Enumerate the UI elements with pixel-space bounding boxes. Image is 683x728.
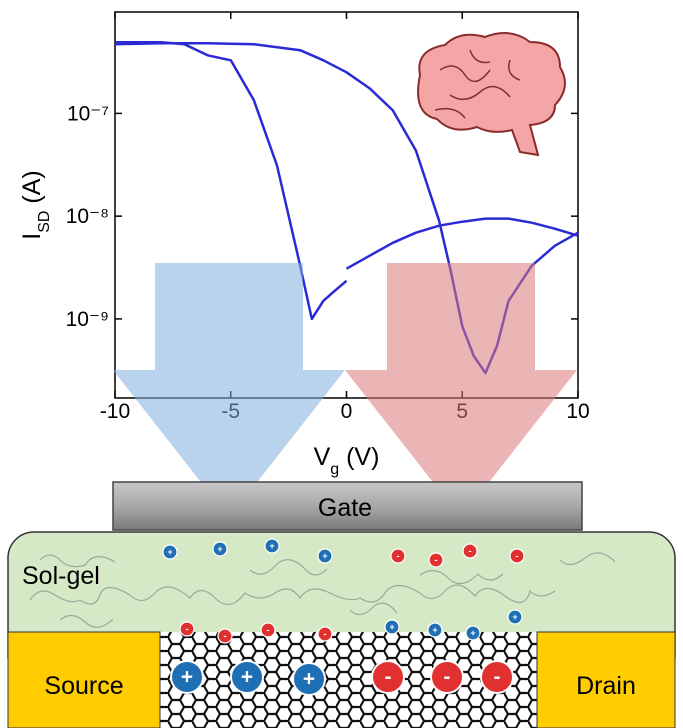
- anion-sign: -: [323, 629, 326, 639]
- anion: [480, 660, 514, 694]
- x-tick-label: 0: [341, 400, 353, 423]
- cation: [292, 662, 326, 696]
- cation: [162, 544, 178, 560]
- anion-sign: -: [515, 551, 518, 561]
- cation: [317, 548, 333, 564]
- anion: [371, 660, 405, 694]
- x-tick-label: 10: [566, 400, 589, 423]
- cation-sign: +: [217, 544, 222, 554]
- y-axis-label: ISD (A): [18, 170, 53, 239]
- cation: [465, 625, 481, 641]
- anion: [430, 660, 464, 694]
- anion-sign: -: [385, 665, 392, 688]
- anion-sign: -: [434, 555, 437, 565]
- cation: [170, 660, 204, 694]
- cation: [384, 619, 400, 635]
- cation-sign: +: [181, 665, 193, 688]
- anion-sign: -: [444, 665, 451, 688]
- polymer-texture: [29, 552, 616, 628]
- anion-sign: -: [468, 546, 471, 556]
- gate-label: Gate: [318, 494, 372, 522]
- anion: [509, 548, 525, 564]
- cation-sign: +: [167, 547, 172, 557]
- cation-sign: +: [269, 541, 274, 551]
- cation-sign: +: [241, 665, 253, 688]
- cation: [427, 622, 443, 638]
- x-axis-label-tail: (V): [339, 443, 379, 471]
- anion: [317, 626, 333, 642]
- graphene: [160, 632, 537, 728]
- gate-arrow-left: [113, 263, 345, 518]
- sol-gel-label: Sol-gel: [22, 562, 100, 590]
- cation-sign: +: [389, 622, 394, 632]
- drain-electrode: [536, 631, 676, 728]
- y-tick-label: 10⁻⁸: [66, 205, 109, 228]
- cation-sign: +: [322, 551, 327, 561]
- anion: [462, 543, 478, 559]
- anion: [428, 552, 444, 568]
- anion-sign: -: [185, 624, 188, 634]
- anion: [390, 548, 406, 564]
- x-axis-label-sub: g: [330, 461, 339, 478]
- cation-sign: +: [432, 625, 437, 635]
- y-tick-label: 10⁻⁹: [66, 308, 109, 331]
- y-axis-label-sub: SD: [36, 211, 53, 233]
- y-axis-label-tail: (A): [18, 170, 46, 210]
- anion: [217, 628, 233, 644]
- cation: [507, 609, 523, 625]
- gate-arrow-right: [345, 263, 577, 518]
- gate-electrode: [112, 481, 583, 531]
- y-tick-label: 10⁻⁷: [67, 102, 109, 125]
- anion-sign: -: [396, 551, 399, 561]
- anion: [260, 622, 276, 638]
- cation-sign: +: [512, 612, 517, 622]
- cation-sign: +: [470, 628, 475, 638]
- source-label: Source: [44, 672, 123, 700]
- x-axis-label-main: V: [314, 443, 331, 471]
- cation: [230, 660, 264, 694]
- drain-label: Drain: [576, 672, 636, 700]
- cation: [212, 541, 228, 557]
- y-axis-label-main: I: [18, 233, 46, 240]
- cation-sign: +: [303, 667, 315, 690]
- anion: [179, 621, 195, 637]
- x-axis-label: Vg (V): [314, 443, 380, 478]
- brain-icon: [417, 32, 566, 157]
- anion-sign: -: [223, 631, 226, 641]
- x-tick-label: -10: [100, 400, 130, 423]
- source-electrode: [7, 631, 161, 728]
- cation: [264, 538, 280, 554]
- anion-sign: -: [266, 625, 269, 635]
- anion-sign: -: [494, 665, 501, 688]
